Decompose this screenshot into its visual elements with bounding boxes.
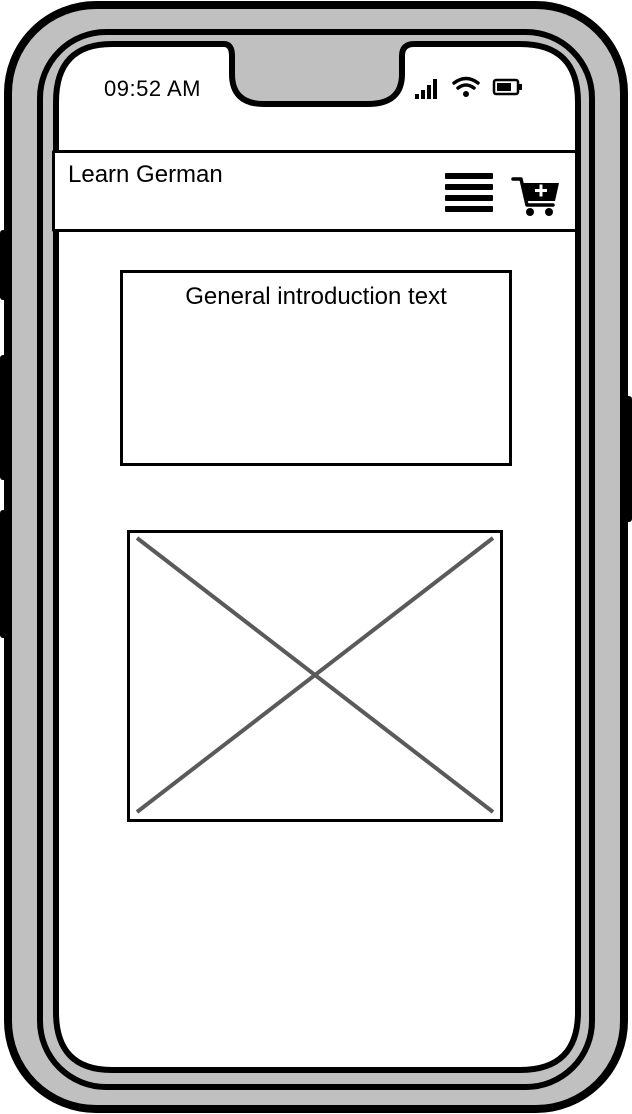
wifi-icon [452,76,480,97]
hamburger-menu-icon [445,173,493,212]
status-icons [415,76,522,99]
app-header: Learn German [52,150,578,232]
app-title: Learn German [68,161,223,188]
image-placeholder [127,530,503,822]
status-time: 09:52 AM [104,76,201,101]
cart-add-icon [511,177,559,216]
placeholder-cross-line [135,536,495,814]
intro-box: General introduction text [120,270,512,466]
intro-text: General introduction text [185,283,447,310]
menu-button[interactable] [443,171,495,215]
signal-icon [415,79,437,99]
battery-icon [492,78,522,96]
cart-button[interactable] [511,171,563,219]
